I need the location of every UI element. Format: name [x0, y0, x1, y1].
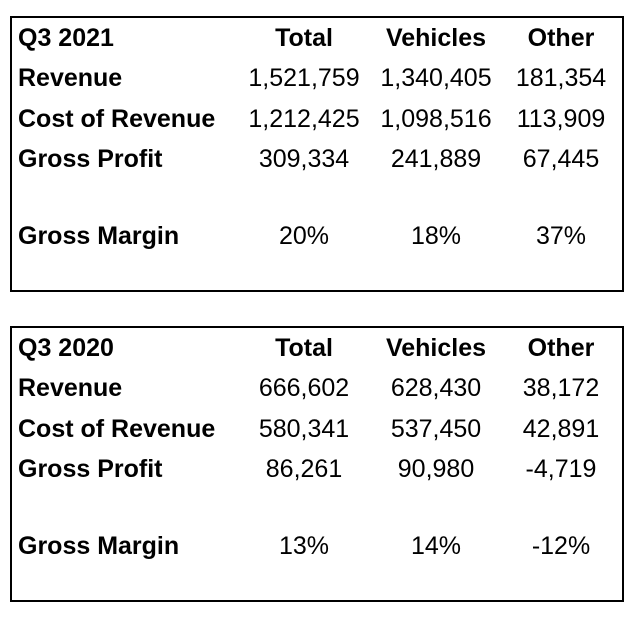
- row-label: Revenue: [18, 374, 123, 402]
- table-row-gross-profit: Gross Profit 86,261 90,980 -4,719: [12, 453, 622, 485]
- cell-total: 580,341: [258, 415, 350, 443]
- column-header-total: Total: [275, 334, 333, 362]
- header-row: Q3 2020 Total Vehicles Other: [12, 332, 622, 364]
- cell-total: 309,334: [258, 145, 350, 173]
- cell-total: 20%: [278, 222, 330, 250]
- row-label: Revenue: [18, 64, 123, 92]
- table-row-gross-margin: Gross Margin 13% 14% -12%: [12, 530, 622, 562]
- row-label: Gross Margin: [18, 532, 180, 560]
- cell-total: 1,212,425: [248, 105, 360, 133]
- cell-other: 113,909: [516, 105, 606, 133]
- cell-total: 1,521,759: [248, 64, 360, 92]
- column-header-vehicles: Vehicles: [385, 24, 487, 52]
- table-row-cost-of-revenue: Cost of Revenue 580,341 537,450 42,891: [12, 413, 622, 445]
- row-label: Cost of Revenue: [18, 105, 216, 133]
- cell-other: -4,719: [525, 455, 597, 483]
- cell-vehicles: 18%: [410, 222, 462, 250]
- cell-other: 38,172: [522, 374, 600, 402]
- table-row-revenue: Revenue 1,521,759 1,340,405 181,354: [12, 62, 622, 94]
- cell-vehicles: 14%: [410, 532, 462, 560]
- row-label: Gross Profit: [18, 455, 163, 483]
- column-header-other: Other: [527, 334, 595, 362]
- cell-vehicles: 537,450: [390, 415, 482, 443]
- cell-total: 86,261: [265, 455, 343, 483]
- cell-vehicles: 628,430: [390, 374, 482, 402]
- cell-total: 13%: [278, 532, 330, 560]
- header-row: Q3 2021 Total Vehicles Other: [12, 22, 622, 54]
- cell-other: 181,354: [515, 64, 607, 92]
- period-label: Q3 2021: [18, 24, 114, 52]
- row-label: Gross Profit: [18, 145, 163, 173]
- cell-vehicles: 241,889: [390, 145, 482, 173]
- cell-other: -12%: [531, 532, 591, 560]
- q3-2020-table: Q3 2020 Total Vehicles Other Revenue 666…: [10, 326, 624, 602]
- row-label: Gross Margin: [18, 222, 180, 250]
- cell-other: 37%: [535, 222, 587, 250]
- cell-other: 42,891: [522, 415, 600, 443]
- cell-vehicles: 1,340,405: [380, 64, 492, 92]
- column-header-vehicles: Vehicles: [385, 334, 487, 362]
- column-header-total: Total: [275, 24, 333, 52]
- q3-2021-table: Q3 2021 Total Vehicles Other Revenue 1,5…: [10, 16, 624, 292]
- row-label: Cost of Revenue: [18, 415, 216, 443]
- column-header-other: Other: [527, 24, 595, 52]
- cell-vehicles: 1,098,516: [380, 105, 492, 133]
- cell-other: 67,445: [522, 145, 600, 173]
- cell-vehicles: 90,980: [397, 455, 475, 483]
- table-row-gross-margin: Gross Margin 20% 18% 37%: [12, 220, 622, 252]
- table-row-cost-of-revenue: Cost of Revenue 1,212,425 1,098,516 113,…: [12, 103, 622, 135]
- table-row-gross-profit: Gross Profit 309,334 241,889 67,445: [12, 143, 622, 175]
- table-row-revenue: Revenue 666,602 628,430 38,172: [12, 372, 622, 404]
- cell-total: 666,602: [258, 374, 350, 402]
- period-label: Q3 2020: [18, 334, 114, 362]
